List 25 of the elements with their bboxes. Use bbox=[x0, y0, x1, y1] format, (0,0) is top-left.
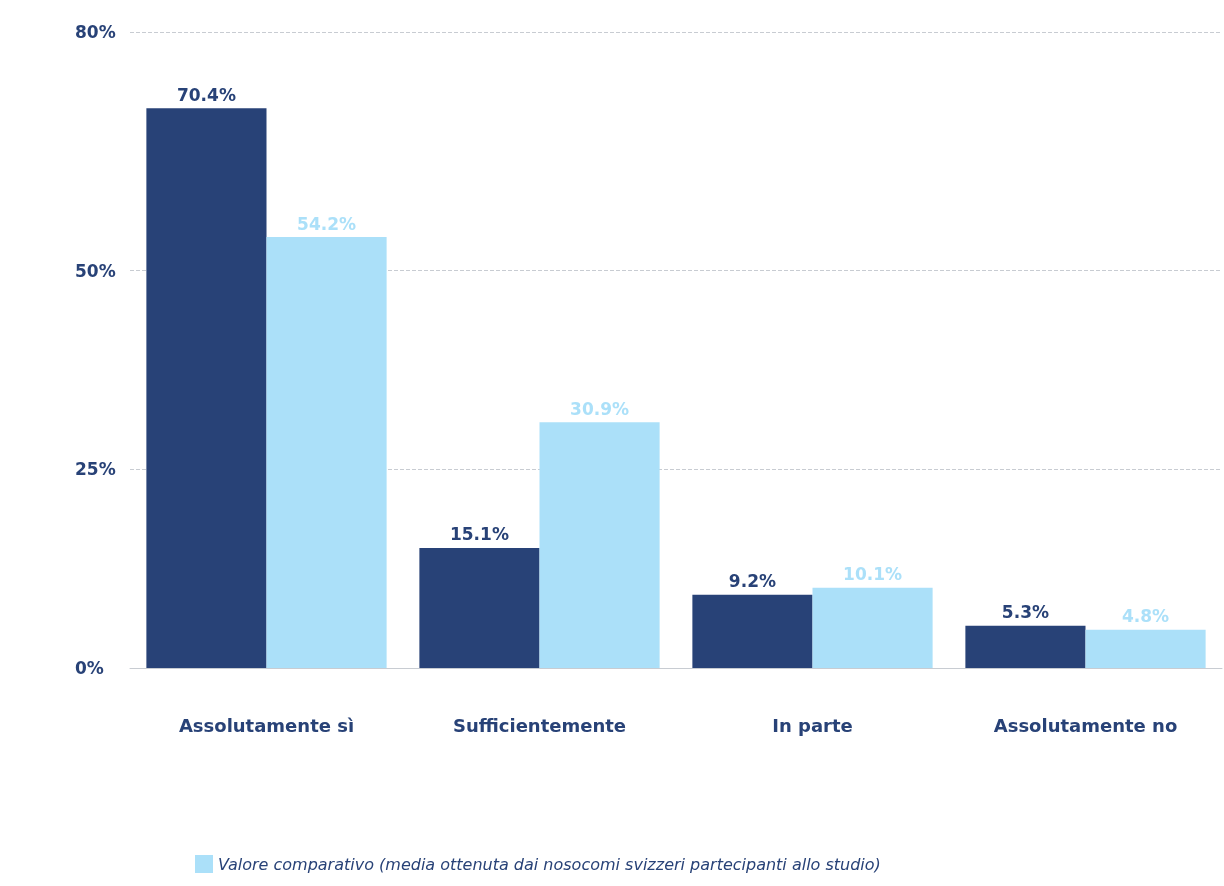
bar bbox=[812, 587, 933, 668]
data-label: 5.3% bbox=[1001, 602, 1050, 623]
x-tick-label: In parte bbox=[772, 714, 853, 736]
data-label: 70.4% bbox=[176, 84, 236, 105]
bar bbox=[1085, 629, 1206, 668]
bar bbox=[266, 237, 387, 668]
bar bbox=[539, 422, 660, 668]
y-tick-label: 25% bbox=[75, 459, 116, 480]
bar bbox=[965, 625, 1086, 668]
data-label: 10.1% bbox=[843, 564, 903, 585]
data-label: 9.2% bbox=[728, 571, 777, 592]
data-label: 4.8% bbox=[1121, 606, 1170, 627]
bar bbox=[419, 547, 540, 668]
data-label: 54.2% bbox=[297, 213, 357, 234]
x-tick-label: Assolutamente sì bbox=[178, 714, 355, 736]
data-label: 15.1% bbox=[449, 524, 509, 545]
bar bbox=[146, 108, 267, 668]
data-label: 30.9% bbox=[570, 398, 630, 419]
x-tick-label: Sufficientemente bbox=[452, 714, 627, 736]
legend-label: Valore comparativo (media ottenuta dai nosocomi svizzeri partecipanti allo studio) bbox=[218, 854, 881, 874]
bar bbox=[692, 594, 813, 668]
y-tick-label: 0% bbox=[75, 658, 104, 678]
y-tick-label: 80% bbox=[75, 22, 116, 42]
x-tick-label: Assolutamente no bbox=[993, 714, 1178, 736]
y-tick-label: 50% bbox=[75, 260, 116, 281]
